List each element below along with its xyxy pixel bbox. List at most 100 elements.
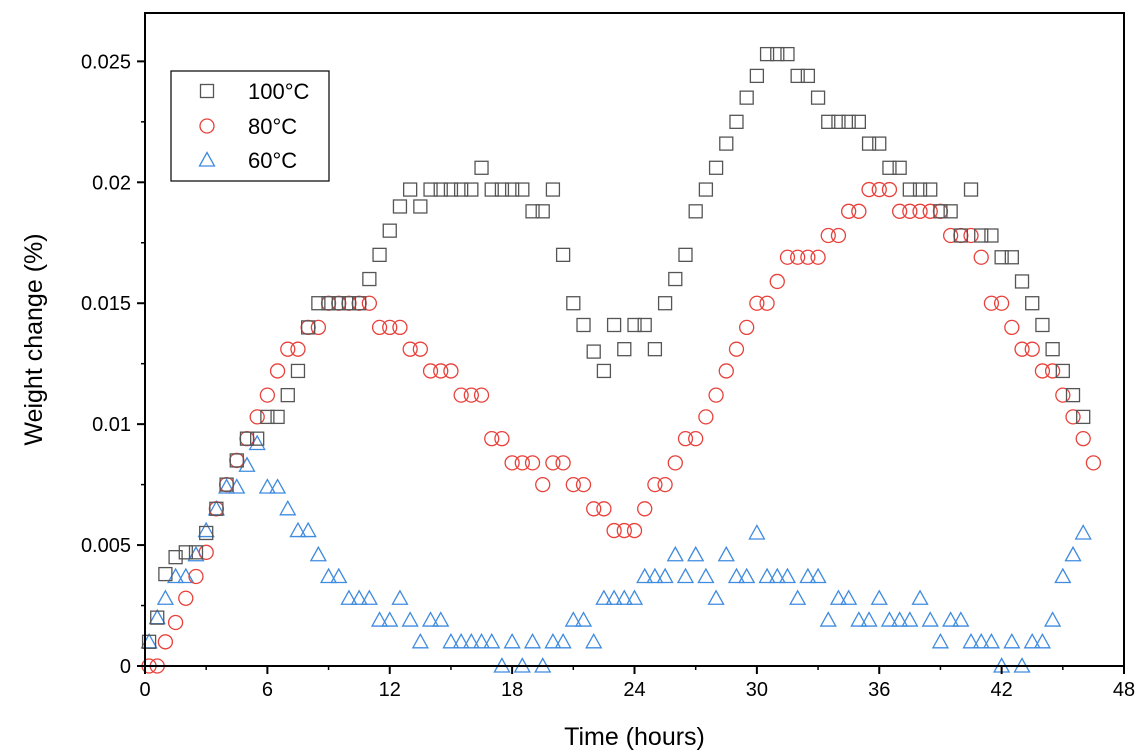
- data-point-square: [555, 247, 571, 263]
- data-point-triangle: [350, 589, 368, 605]
- x-tick-label: 42: [991, 679, 1013, 701]
- x-tick-label: 0: [139, 679, 150, 701]
- data-point-square: [1076, 409, 1091, 425]
- data-point-circle: [586, 501, 602, 517]
- data-point-triangle: [697, 567, 715, 584]
- data-point-square: [504, 182, 520, 197]
- data-point-square: [433, 182, 448, 197]
- data-point-circle: [167, 614, 184, 631]
- data-point-square: [525, 204, 540, 219]
- data-point-square: [841, 114, 856, 129]
- data-point-triangle: [564, 611, 582, 627]
- data-point-circle: [688, 431, 704, 447]
- data-point-triangle: [360, 589, 378, 605]
- data-point-square: [912, 182, 928, 197]
- data-point-circle: [1065, 409, 1081, 425]
- data-point-triangle: [483, 632, 501, 649]
- data-point-square: [1045, 342, 1060, 357]
- data-point-square: [464, 182, 479, 197]
- series-square: [141, 46, 1091, 649]
- x-tick-label: 30: [746, 679, 768, 701]
- data-point-square: [382, 223, 397, 238]
- data-point-triangle: [901, 611, 919, 627]
- data-point-square: [168, 550, 183, 565]
- data-point-square: [759, 46, 775, 62]
- data-point-circle: [269, 363, 286, 379]
- data-point-square: [902, 182, 917, 197]
- data-point-square: [566, 296, 581, 311]
- data-point-square: [229, 453, 244, 468]
- data-point-triangle: [799, 567, 817, 584]
- data-point-circle: [922, 203, 938, 219]
- data-point-triangle: [381, 611, 399, 627]
- data-point-circle: [575, 476, 592, 493]
- data-point-circle: [1014, 341, 1030, 357]
- data-point-circle: [963, 227, 979, 244]
- y-tick-label: 0.02: [92, 172, 131, 194]
- data-point-square: [219, 477, 234, 492]
- data-point-triangle: [289, 521, 307, 538]
- data-point-circle: [769, 273, 785, 290]
- data-point-circle: [422, 363, 439, 379]
- data-point-circle: [708, 387, 724, 403]
- y-tick-label: 0.025: [81, 51, 131, 73]
- data-point-circle: [473, 387, 490, 403]
- data-point-triangle: [656, 567, 674, 584]
- data-point-square: [790, 68, 805, 84]
- data-point-circle: [310, 319, 327, 336]
- data-point-square: [301, 320, 316, 335]
- data-point-triangle: [1023, 632, 1041, 649]
- data-point-square: [923, 182, 938, 197]
- data-point-triangle: [544, 632, 562, 649]
- data-point-circle: [463, 387, 479, 403]
- data-point-triangle: [421, 611, 440, 627]
- data-point-square: [341, 296, 357, 311]
- data-point-circle: [820, 227, 836, 244]
- data-point-circle: [545, 455, 561, 471]
- data-point-triangle: [625, 589, 644, 605]
- data-point-square: [352, 296, 367, 311]
- data-point-square: [821, 114, 836, 129]
- data-point-square: [474, 160, 489, 175]
- data-point-circle: [728, 341, 745, 357]
- data-point-triangle: [819, 611, 837, 627]
- data-point-triangle: [891, 611, 909, 627]
- data-point-triangle: [391, 589, 409, 605]
- legend-box: [170, 70, 330, 182]
- x-tick-label: 24: [623, 679, 645, 701]
- data-point-circle: [718, 363, 734, 379]
- data-point-circle: [810, 249, 826, 265]
- data-point-circle: [841, 203, 857, 219]
- data-point-circle: [606, 522, 622, 539]
- data-point-triangle: [738, 567, 756, 584]
- data-point-circle: [871, 181, 887, 198]
- y-tick-label: 0.005: [81, 535, 131, 557]
- data-point-square: [158, 566, 173, 582]
- data-point-square: [678, 247, 693, 263]
- legend-triangle-icon: [198, 151, 216, 167]
- x-tick-label: 12: [379, 679, 401, 701]
- data-point-triangle: [840, 589, 858, 605]
- data-point-triangle: [1074, 524, 1092, 540]
- data-point-square: [1065, 387, 1081, 403]
- data-point-triangle: [727, 567, 746, 584]
- data-point-triangle: [666, 545, 684, 562]
- data-point-triangle: [778, 567, 797, 584]
- data-point-triangle: [748, 524, 766, 540]
- legend-marker-80c: [199, 118, 215, 134]
- data-point-circle: [851, 203, 867, 219]
- data-point-triangle: [1003, 632, 1021, 649]
- legend-label-80c: 80°C: [248, 114, 297, 139]
- data-point-square: [780, 46, 795, 62]
- data-point-circle: [596, 501, 612, 517]
- data-point-triangle: [432, 611, 450, 627]
- data-point-square: [708, 160, 724, 175]
- data-point-triangle: [554, 632, 572, 649]
- x-tick-label: 36: [868, 679, 890, 701]
- data-point-triangle: [870, 589, 888, 605]
- data-point-square: [637, 317, 652, 333]
- data-point-circle: [1075, 431, 1091, 447]
- data-point-triangle: [1054, 567, 1072, 584]
- data-point-square: [933, 204, 948, 219]
- data-point-circle: [198, 544, 214, 560]
